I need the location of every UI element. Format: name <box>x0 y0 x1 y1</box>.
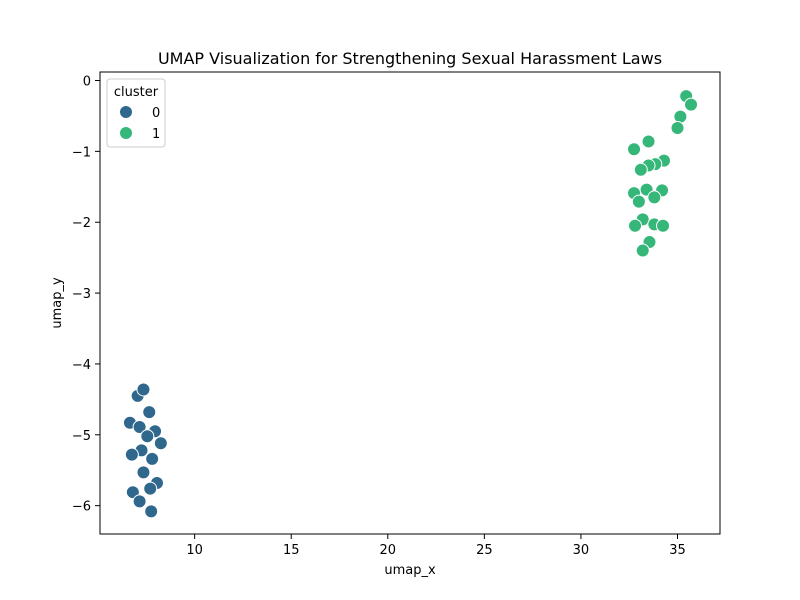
legend-marker-cluster-0 <box>119 105 133 119</box>
y-tick-label: −6 <box>72 500 91 515</box>
legend-title: cluster <box>114 85 159 100</box>
point-cluster-1-1 <box>684 97 699 112</box>
y-tick-label: 0 <box>83 75 91 90</box>
point-cluster-0-7 <box>153 436 168 451</box>
point-cluster-1-18 <box>628 218 643 233</box>
x-tick-label: 25 <box>476 543 493 558</box>
x-axis: 10 15 20 25 30 35 <box>186 534 686 558</box>
y-axis-label: umap_y <box>50 277 65 329</box>
y-tick-label: −3 <box>72 287 91 302</box>
point-cluster-0-6 <box>140 429 155 444</box>
point-cluster-0-16 <box>144 504 159 519</box>
point-cluster-0-15 <box>132 494 147 509</box>
x-tick-label: 20 <box>380 543 397 558</box>
x-tick-label: 30 <box>573 543 590 558</box>
point-cluster-1-17 <box>656 218 671 233</box>
point-cluster-1-13 <box>647 190 662 205</box>
legend-label-cluster-0: 0 <box>152 106 160 121</box>
legend-marker-cluster-1 <box>119 126 133 140</box>
points-layer <box>122 89 699 519</box>
x-tick-label: 10 <box>186 543 203 558</box>
y-tick-label: −4 <box>72 358 91 373</box>
y-tick-label: −2 <box>72 216 91 231</box>
point-cluster-1-20 <box>635 243 650 258</box>
point-cluster-0-2 <box>142 405 157 420</box>
point-cluster-0-10 <box>145 451 160 466</box>
point-cluster-0-1 <box>136 382 151 397</box>
point-cluster-1-4 <box>641 134 656 149</box>
point-cluster-0-9 <box>124 447 139 462</box>
x-axis-label: umap_x <box>384 563 436 578</box>
chart-title: UMAP Visualization for Strengthening Sex… <box>158 49 662 68</box>
point-cluster-1-5 <box>627 142 642 157</box>
point-cluster-0-4 <box>132 420 147 434</box>
legend: cluster 0 1 <box>106 78 166 148</box>
y-tick-label: −5 <box>72 429 91 444</box>
point-cluster-1-14 <box>631 194 646 209</box>
point-cluster-0-11 <box>136 465 151 480</box>
x-tick-label: 35 <box>669 543 686 558</box>
point-cluster-1-3 <box>670 120 685 135</box>
y-tick-label: −1 <box>72 145 91 160</box>
x-tick-label: 15 <box>283 543 300 558</box>
point-cluster-1-9 <box>633 162 648 177</box>
plot-frame <box>99 71 721 535</box>
legend-label-cluster-1: 1 <box>152 127 160 142</box>
y-axis: 0 −1 −2 −3 −4 −5 −6 <box>72 75 100 515</box>
point-cluster-0-13 <box>143 481 158 496</box>
